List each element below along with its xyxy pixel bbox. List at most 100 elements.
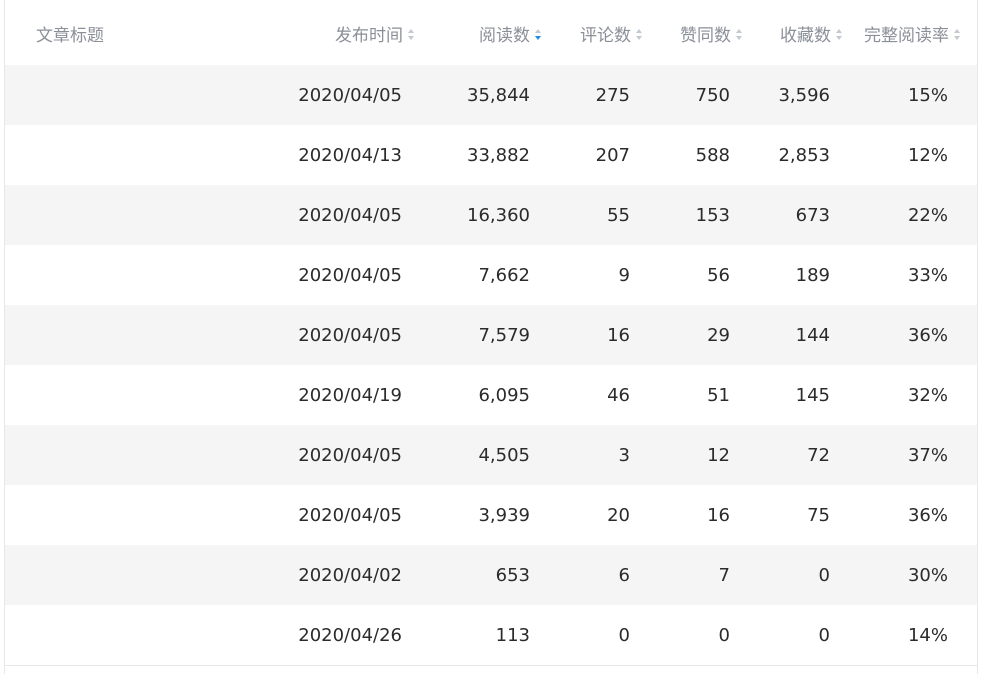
article-stats-table: 文章标题 发布时间 阅读数 评论数 赞同数 收藏数 完整阅读率 2020/04/…: [4, 0, 978, 674]
column-header-comments[interactable]: 评论数: [580, 0, 644, 65]
cell-comments: 20: [607, 505, 630, 526]
article-title-cell[interactable]: [31, 446, 289, 464]
column-header-favorites[interactable]: 收藏数: [780, 0, 844, 65]
article-title-cell[interactable]: [31, 86, 289, 104]
sort-icon[interactable]: [954, 28, 962, 42]
cell-completion: 15%: [907, 85, 948, 106]
article-title-cell[interactable]: [31, 386, 289, 404]
column-header-reads[interactable]: 阅读数: [479, 0, 543, 65]
cell-likes: 153: [695, 205, 730, 226]
article-title-cell[interactable]: [31, 506, 289, 524]
article-title-redacted[interactable]: [31, 146, 289, 164]
cell-reads: 653: [495, 565, 530, 586]
article-title-redacted[interactable]: [31, 266, 289, 284]
article-title-cell[interactable]: [31, 146, 289, 164]
cell-comments: 16: [607, 325, 630, 346]
cell-favorites: 144: [795, 325, 830, 346]
cell-date: 2020/04/05: [298, 205, 402, 226]
cell-date: 2020/04/05: [298, 265, 402, 286]
cell-comments: 46: [607, 385, 630, 406]
sort-icon[interactable]: [408, 28, 416, 42]
column-header-completion-label: 完整阅读率: [864, 26, 949, 46]
cell-favorites: 2,853: [778, 145, 830, 166]
cell-reads: 35,844: [467, 85, 530, 106]
cell-completion: 12%: [907, 145, 948, 166]
article-title-cell[interactable]: [31, 326, 289, 344]
cell-reads: 4,505: [478, 445, 530, 466]
column-header-favorites-label: 收藏数: [780, 26, 831, 46]
cell-comments: 275: [595, 85, 630, 106]
cell-completion: 33%: [907, 265, 948, 286]
article-title-cell[interactable]: [31, 266, 289, 284]
cell-likes: 750: [695, 85, 730, 106]
sort-icon[interactable]: [636, 28, 644, 42]
article-title-redacted[interactable]: [31, 506, 289, 524]
sort-icon[interactable]: [736, 28, 744, 42]
cell-favorites: 0: [818, 625, 830, 646]
table-row[interactable]: 2020/04/05 7,662 9 56 189 33%: [5, 245, 977, 305]
cell-completion: 37%: [907, 445, 948, 466]
cell-completion: 36%: [907, 505, 948, 526]
table-row[interactable]: 2020/04/19 6,095 46 51 145 32%: [5, 365, 977, 425]
cell-reads: 3,939: [478, 505, 530, 526]
article-title-redacted[interactable]: [31, 386, 289, 404]
cell-date: 2020/04/19: [298, 385, 402, 406]
cell-reads: 7,662: [478, 265, 530, 286]
table-row[interactable]: 2020/04/05 16,360 55 153 673 22%: [5, 185, 977, 245]
column-header-title-label: 文章标题: [36, 26, 104, 46]
cell-reads: 6,095: [478, 385, 530, 406]
table-row[interactable]: 2020/04/13 33,882 207 588 2,853 12%: [5, 125, 977, 185]
cell-date: 2020/04/05: [298, 505, 402, 526]
cell-date: 2020/04/05: [298, 445, 402, 466]
cell-date: 2020/04/02: [298, 565, 402, 586]
article-title-cell[interactable]: [31, 626, 289, 644]
cell-completion: 36%: [907, 325, 948, 346]
cell-likes: 0: [718, 625, 730, 646]
cell-reads: 7,579: [478, 325, 530, 346]
article-title-redacted[interactable]: [31, 86, 289, 104]
article-title-redacted[interactable]: [31, 626, 289, 644]
sort-desc-active-icon[interactable]: [535, 28, 543, 42]
cell-comments: 0: [618, 625, 630, 646]
cell-favorites: 189: [795, 265, 830, 286]
cell-comments: 9: [618, 265, 630, 286]
column-header-likes[interactable]: 赞同数: [680, 0, 744, 65]
table-header: 文章标题 发布时间 阅读数 评论数 赞同数 收藏数 完整阅读率: [5, 0, 977, 65]
cell-likes: 51: [707, 385, 730, 406]
article-title-redacted[interactable]: [31, 566, 289, 584]
article-title-cell[interactable]: [31, 206, 289, 224]
cell-date: 2020/04/05: [298, 85, 402, 106]
cell-reads: 16,360: [467, 205, 530, 226]
cell-likes: 56: [707, 265, 730, 286]
cell-favorites: 0: [818, 565, 830, 586]
cell-likes: 29: [707, 325, 730, 346]
article-title-redacted[interactable]: [31, 326, 289, 344]
table-row[interactable]: 2020/04/05 3,939 20 16 75 36%: [5, 485, 977, 545]
column-header-date[interactable]: 发布时间: [335, 0, 416, 65]
table-row[interactable]: 2020/04/05 4,505 3 12 72 37%: [5, 425, 977, 485]
table-row[interactable]: 2020/04/02 653 6 7 0 30%: [5, 545, 977, 605]
cell-reads: 33,882: [467, 145, 530, 166]
cell-comments: 207: [595, 145, 630, 166]
column-header-completion[interactable]: 完整阅读率: [864, 0, 962, 65]
cell-comments: 3: [618, 445, 630, 466]
cell-favorites: 3,596: [778, 85, 830, 106]
column-header-date-label: 发布时间: [335, 26, 403, 46]
article-title-redacted[interactable]: [31, 206, 289, 224]
table-row[interactable]: 2020/04/26 113 0 0 0 14%: [5, 605, 977, 665]
cell-favorites: 72: [807, 445, 830, 466]
sort-icon[interactable]: [836, 28, 844, 42]
table-row[interactable]: 2020/04/05 35,844 275 750 3,596 15%: [5, 65, 977, 125]
cell-comments: 6: [618, 565, 630, 586]
cell-likes: 588: [695, 145, 730, 166]
article-title-cell[interactable]: [31, 566, 289, 584]
column-header-reads-label: 阅读数: [479, 26, 530, 46]
table-row[interactable]: 2020/04/05 7,579 16 29 144 36%: [5, 305, 977, 365]
table-body: 2020/04/05 35,844 275 750 3,596 15% 2020/04/13…: [5, 65, 977, 665]
article-title-redacted[interactable]: [31, 446, 289, 464]
cell-completion: 14%: [907, 625, 948, 646]
column-header-likes-label: 赞同数: [680, 26, 731, 46]
cell-likes: 7: [718, 565, 730, 586]
cell-completion: 22%: [907, 205, 948, 226]
cell-favorites: 145: [795, 385, 830, 406]
